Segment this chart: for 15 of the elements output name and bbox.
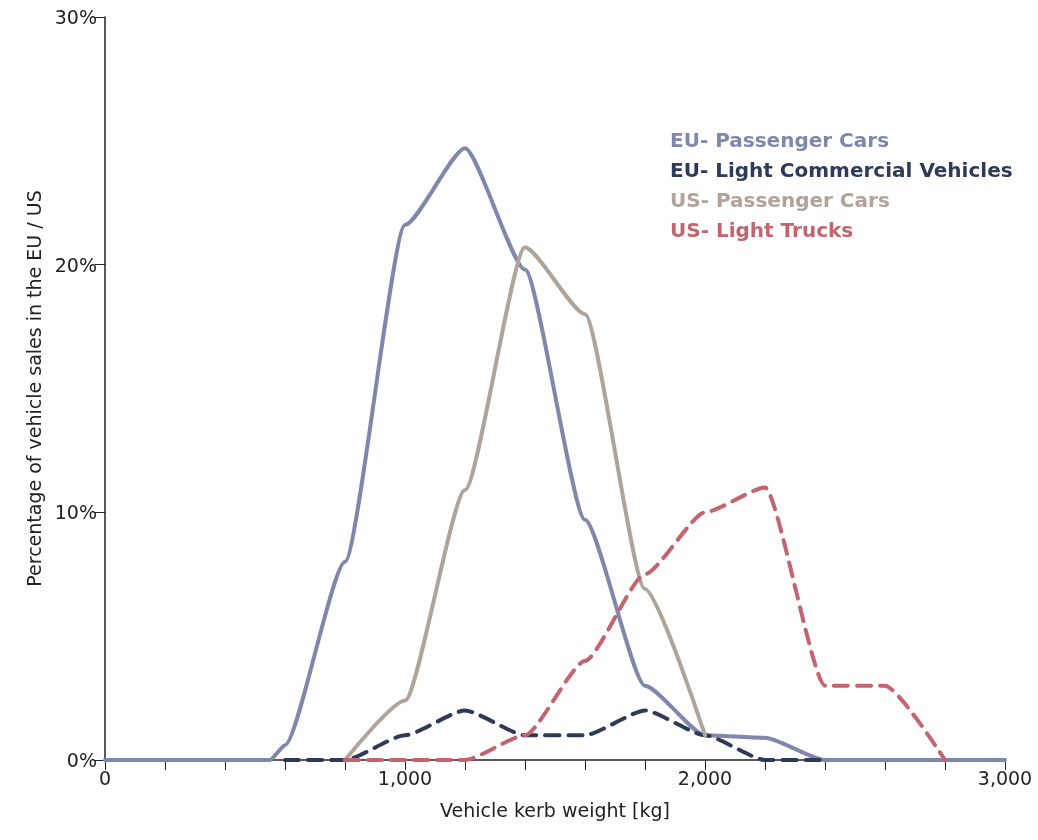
x-tick-label: 0: [98, 766, 112, 789]
text: EU- Light Commercial Vehicles: [670, 158, 1013, 182]
y-tick-label: 10%: [54, 501, 97, 524]
line-series: [343, 485, 947, 762]
text: US- Passenger Cars: [670, 188, 890, 212]
y-tick-label: 30%: [54, 6, 97, 28]
y-tick-label: 0%: [66, 749, 97, 771]
text: US- Light Trucks: [670, 218, 854, 242]
x-tick-label: 1,000: [377, 766, 433, 789]
text: EU- Passenger Cars: [670, 128, 890, 152]
x-tick-label: 2,000: [677, 766, 733, 789]
y-axis-title: Percentage of vehicle sales in the EU / US: [23, 190, 46, 587]
x-tick-label: 3,000: [977, 766, 1033, 789]
x-axis-title: Vehicle kerb weight [kg]: [440, 798, 670, 821]
y-tick-label: 20%: [54, 253, 97, 276]
